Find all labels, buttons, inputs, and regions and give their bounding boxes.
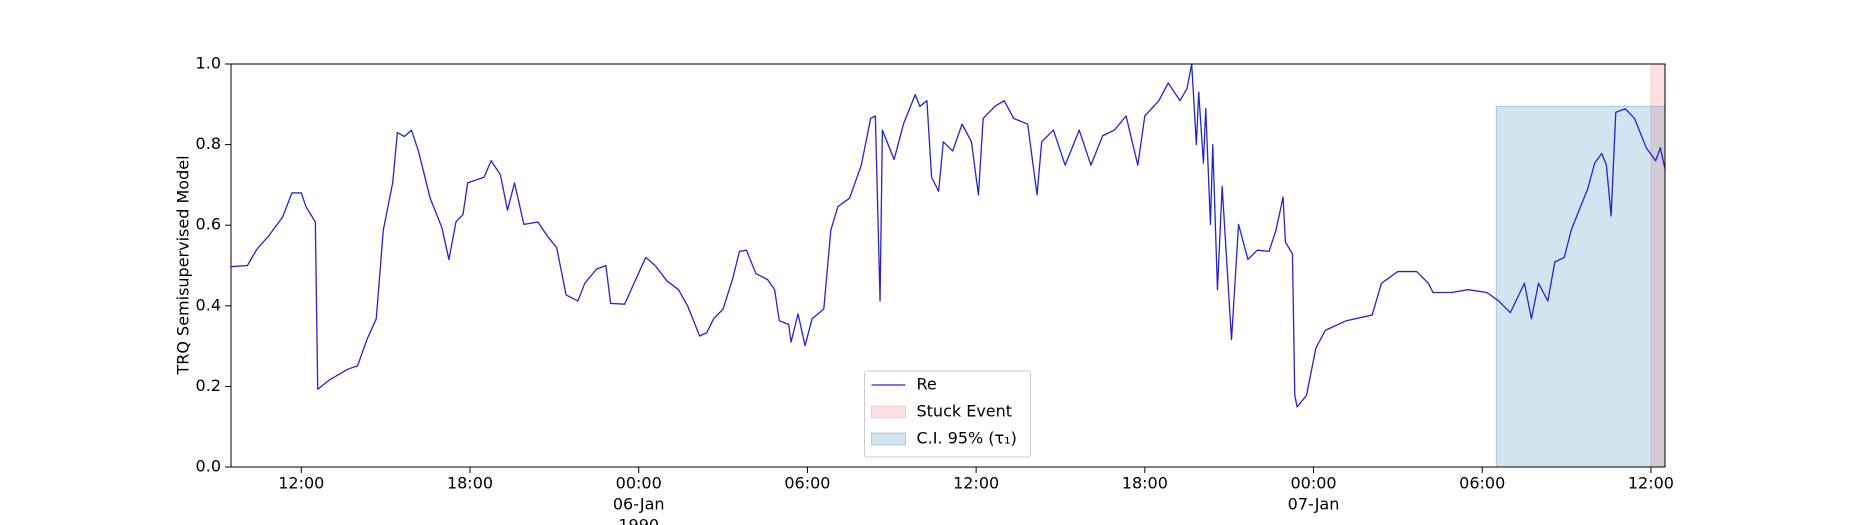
- x-tick-label: 18:00: [447, 474, 493, 493]
- axes-frame: [230, 63, 1666, 468]
- x-tick-label: 07-Jan: [1288, 495, 1340, 514]
- x-tick-label: 00:00: [1290, 474, 1336, 493]
- x-tick-label: 1990: [618, 516, 659, 525]
- y-tick-label: 0.2: [196, 376, 221, 395]
- data-line: [230, 63, 1666, 408]
- legend-box: [864, 370, 1031, 458]
- x-tick-label: 06:00: [784, 474, 830, 493]
- y-tick-label: 0.8: [196, 134, 221, 153]
- legend-label: Re: [917, 375, 937, 394]
- legend-label: Stuck Event: [917, 402, 1013, 421]
- y-tick-label: 0.6: [196, 215, 221, 234]
- x-tick-label: 06:00: [1459, 474, 1505, 493]
- x-tick-label: 12:00: [1628, 474, 1674, 493]
- shaded-span: [1495, 105, 1666, 468]
- y-tick-label: 0.4: [196, 295, 221, 314]
- y-axis-label: TRQ Semisupervised Model: [174, 155, 193, 375]
- legend: Re Stuck Event C.I. 95% (τ₁): [864, 370, 1031, 458]
- x-tick-label: 18:00: [1122, 474, 1168, 493]
- legend-swatch: [871, 432, 906, 446]
- y-tick-label: 0.0: [196, 457, 221, 476]
- x-tick-label: 12:00: [278, 474, 324, 493]
- legend-swatch: [871, 405, 906, 419]
- x-tick-label: 12:00: [953, 474, 999, 493]
- legend-label: C.I. 95% (τ₁): [917, 429, 1017, 448]
- x-tick-label: 00:00: [616, 474, 662, 493]
- y-tick-label: 1.0: [196, 54, 221, 73]
- x-tick-label: 06-Jan: [613, 495, 665, 514]
